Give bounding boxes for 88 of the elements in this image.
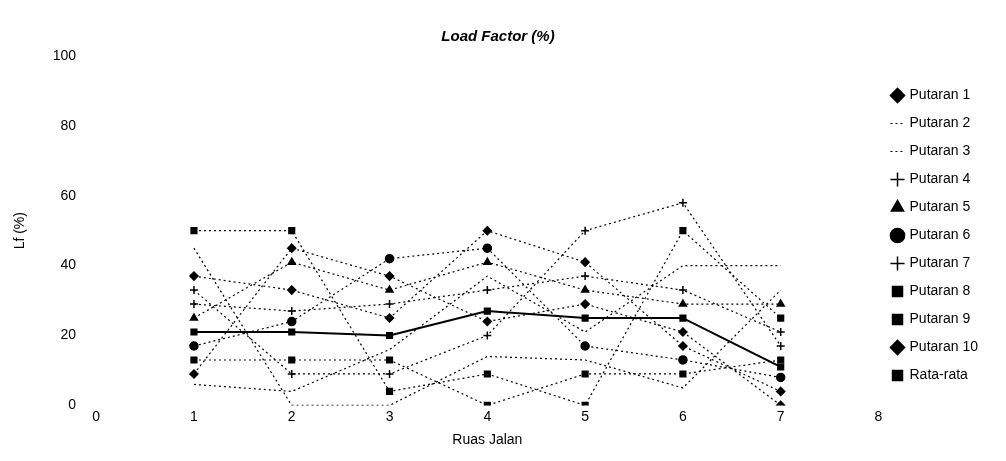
point [287, 369, 297, 379]
legend-label: Putaran 9 [909, 310, 971, 327]
x-tick-label: 7 [776, 407, 785, 424]
point [678, 341, 688, 351]
point [384, 271, 395, 281]
legend-label: Putaran 4 [909, 170, 971, 187]
legend-label: Putaran 3 [909, 142, 971, 159]
x-tick-label: 1 [190, 407, 199, 424]
point [287, 306, 297, 316]
point [581, 370, 589, 378]
point [580, 341, 590, 351]
point [580, 285, 590, 293]
point [483, 257, 492, 265]
y-tick-label: 100 [52, 46, 77, 63]
point [777, 363, 785, 371]
x-tick-label: 6 [679, 407, 688, 424]
point [679, 370, 687, 378]
x-axis-title: Ruas Jalan [452, 431, 523, 448]
point [287, 257, 296, 265]
y-axis-title: Lf (%) [11, 212, 28, 250]
point [287, 316, 297, 327]
point [483, 370, 491, 378]
point [385, 285, 394, 293]
legend-label: Putaran 8 [909, 282, 971, 299]
point [287, 285, 297, 295]
x-tick-label: 5 [581, 407, 590, 424]
point [678, 299, 688, 307]
legend-label: Putaran 6 [909, 226, 971, 243]
point [775, 327, 786, 337]
legend-label: Putaran 2 [909, 114, 971, 131]
legend-label: Putaran 7 [909, 254, 971, 271]
legend-label: Putaran 1 [909, 86, 971, 103]
point [581, 314, 589, 322]
legend-label: Putaran 10 [909, 338, 979, 355]
point [482, 225, 493, 236]
chart-title: Load Factor (%) [441, 27, 555, 45]
point [287, 243, 297, 253]
point [190, 328, 198, 336]
point [580, 299, 590, 309]
point [679, 314, 687, 322]
point [384, 299, 395, 309]
point [189, 369, 199, 379]
x-tick-label: 3 [385, 407, 394, 424]
legend-label: Rata-rata [909, 366, 969, 383]
point [384, 313, 395, 323]
point [190, 227, 198, 235]
point [189, 341, 199, 351]
y-tick-label: 60 [60, 186, 77, 203]
point [678, 327, 688, 337]
x-tick-label: 4 [483, 407, 492, 424]
point [189, 285, 199, 295]
x-tick-label: 8 [874, 407, 883, 424]
point [384, 369, 395, 379]
y-tick-label: 80 [60, 116, 77, 133]
point [483, 307, 491, 315]
point [482, 285, 493, 295]
point [482, 316, 493, 327]
point [385, 387, 394, 395]
point [288, 328, 296, 336]
point [384, 253, 395, 264]
point [189, 271, 199, 281]
legend-label: Putaran 5 [909, 198, 971, 215]
point [190, 356, 198, 364]
point [580, 225, 590, 236]
point [482, 243, 493, 253]
point [385, 356, 394, 364]
x-tick-label: 2 [287, 407, 296, 424]
point [777, 356, 785, 364]
point [189, 313, 199, 321]
point [580, 271, 590, 281]
point [775, 372, 786, 383]
y-tick-label: 0 [68, 396, 77, 413]
point [385, 331, 394, 340]
point [679, 227, 687, 235]
point [580, 257, 590, 267]
point [288, 356, 296, 364]
point [775, 386, 786, 397]
point [189, 299, 199, 309]
y-tick-label: 40 [60, 256, 77, 273]
point [678, 355, 688, 365]
point [775, 341, 786, 351]
point [777, 314, 785, 322]
x-tick-label: 0 [92, 407, 101, 424]
point [678, 198, 688, 208]
y-tick-label: 20 [60, 326, 77, 343]
point [776, 299, 785, 307]
point [288, 227, 296, 235]
point [678, 285, 688, 295]
